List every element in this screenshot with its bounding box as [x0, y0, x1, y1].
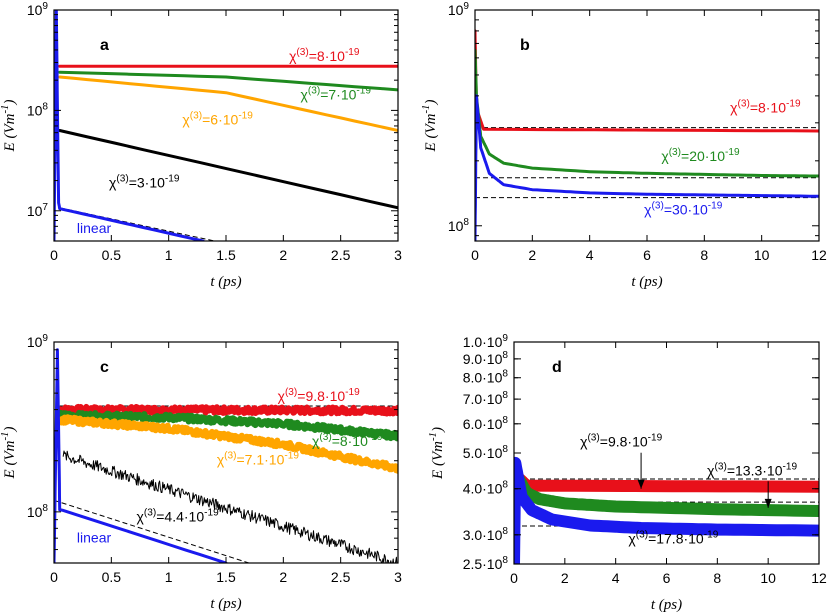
panel-c: 0 0.5 1 1.5 2 2.5 3 108 109 t (ps) E (Vm-1) c χ(3)=9… — [0, 333, 402, 612]
panel-a-x-tick-label: 0.5 — [102, 247, 122, 263]
panel-b-label: b — [520, 37, 530, 54]
panel-a-label: a — [100, 37, 109, 54]
panel-c-annotation-4: χ(3)=4.4·10-19 — [137, 507, 220, 524]
panel-d-x-tick-label: 2 — [561, 570, 569, 586]
panel-c-x-tick-label: 1.5 — [216, 569, 236, 585]
panel-d-label: d — [552, 359, 562, 376]
panel-d-x-tick-label: 6 — [663, 570, 671, 586]
panel-b: 0 2 4 6 8 10 12 108 109 t (ps) E (Vm-1) b χ(3)=8·10-… — [420, 1, 827, 290]
panel-c-x-tick-label: 0.5 — [102, 569, 122, 585]
panel-b-series-3 — [475, 94, 819, 241]
panel-a-x-axis-label: t (ps) — [210, 274, 241, 290]
panel-a-x-tick-label: 1 — [165, 247, 173, 263]
panel-c-annotation-1: χ(3)=9.8·10-19 — [278, 387, 361, 404]
panel-b-x-tick-label: 4 — [586, 247, 594, 263]
panel-d-x-axis-label: t (ps) — [651, 597, 682, 613]
panel-c-x-axis-label: t (ps) — [210, 596, 241, 612]
panel-a-x-tick-label: 3 — [394, 247, 402, 263]
panel-d-annotation-2: χ(3)=13.3·10-19 — [707, 461, 797, 478]
panel-a-series-2 — [58, 70, 398, 92]
panel-c-annotation-2: χ(3)=8·10-19 — [312, 432, 383, 449]
panel-b-x-tick-label: 10 — [754, 247, 770, 263]
panel-b-y-axis-label: E (Vm-1) — [420, 100, 439, 153]
panel-c-series-3 — [56, 414, 398, 474]
panel-c-label: c — [100, 359, 109, 376]
panel-a-series-3 — [58, 75, 398, 132]
panel-c-x-tick-label: 3 — [394, 569, 402, 585]
panel-d-y-tick-label: 5.0·108 — [463, 444, 509, 461]
panel-a-x-tick-label: 2.5 — [331, 247, 351, 263]
panel-a-y-tick-label: 107 — [27, 202, 49, 219]
panel-b-x-tick-label: 2 — [528, 247, 536, 263]
panel-b-x-axis-label: t (ps) — [631, 274, 662, 290]
panel-d-y-tick-label: 1.0·109 — [463, 333, 509, 350]
panel-d-y-tick-label: 7.0·108 — [463, 390, 509, 407]
panel-a-x-tick-label: 2 — [279, 247, 287, 263]
panel-a-y-tick-label: 109 — [27, 1, 49, 18]
panel-a-annotation-2: χ(3)=7·10-19 — [301, 86, 372, 103]
panel-d-x-tick-label: 4 — [612, 570, 620, 586]
panel-d-y-axis-label: E (Vm-1) — [427, 427, 446, 480]
panel-a-annotation-1: χ(3)=8·10-19 — [289, 47, 360, 64]
panel-d-series-3 — [514, 456, 819, 564]
panel-d-y-tick-label: 4.0·108 — [463, 480, 509, 497]
panel-c-y-axis-label: E (Vm-1) — [0, 427, 18, 480]
panel-d-arrow-head-icon — [637, 479, 645, 489]
panel-a-annotation-5: linear — [77, 220, 112, 236]
panel-d-y-tick-label: 3.0·108 — [463, 526, 509, 543]
panel-b-y-tick-label: 108 — [448, 217, 470, 234]
panel-d-arrow-head-icon — [764, 498, 772, 508]
panel-d-annotation-3: χ(3)=17.8·10-19 — [628, 530, 718, 547]
panel-d-y-tick-label: 6.0·108 — [463, 415, 509, 432]
panel-c-x-tick-label: 2.5 — [331, 569, 351, 585]
panel-c-series-5 — [54, 348, 228, 563]
panel-b-x-tick-label: 12 — [811, 247, 827, 263]
panel-a-series-5 — [54, 10, 205, 241]
panel-b-x-tick-label: 8 — [700, 247, 708, 263]
panel-a-annotation-3: χ(3)=6·10-19 — [182, 111, 253, 128]
panel-c-x-tick-label: 1 — [165, 569, 173, 585]
panel-b-annotation-2: χ(3)=20·10-19 — [661, 147, 740, 164]
panel-c-annotation-5: linear — [77, 530, 112, 546]
panel-c-reference-line-2 — [54, 499, 250, 563]
panel-c-series-2 — [56, 409, 398, 442]
panel-d-x-tick-label: 10 — [760, 570, 776, 586]
panel-a-series-4 — [58, 129, 398, 210]
panel-d: 0 2 4 6 8 10 12 2.5·108 3.0·108 4.0·108 5.0·108 6.0… — [427, 333, 827, 613]
panel-b-annotation-3: χ(3)=30·10-19 — [644, 200, 723, 217]
panel-d-x-tick-label: 8 — [713, 570, 721, 586]
panel-b-x-tick-label: 0 — [471, 247, 479, 263]
panel-c-y-tick-label: 109 — [27, 333, 49, 350]
panel-b-annotation-1: χ(3)=8·10-19 — [730, 98, 801, 115]
panel-d-annotation-1: χ(3)=9.8·10-19 — [580, 433, 663, 450]
panel-a-x-tick-label: 1.5 — [216, 247, 236, 263]
panel-b-y-tick-label: 109 — [448, 1, 470, 18]
panel-a-y-tick-label: 108 — [27, 101, 49, 118]
panel-d-x-tick-label: 0 — [510, 570, 518, 586]
panel-d-x-tick-label: 12 — [811, 570, 827, 586]
panel-c-series-1 — [56, 403, 398, 417]
panel-b-x-tick-label: 6 — [643, 247, 651, 263]
panel-c-x-tick-label: 2 — [279, 569, 287, 585]
panel-c-x-tick-label: 0 — [50, 569, 58, 585]
panel-a-y-axis-label: E (Vm-1) — [0, 100, 18, 153]
panel-c-y-tick-label: 108 — [27, 503, 49, 520]
panel-a-x-tick-label: 0 — [50, 247, 58, 263]
panel-d-y-tick-label: 2.5·108 — [463, 555, 509, 572]
panel-c-annotation-3: χ(3)=7.1·10-19 — [217, 451, 300, 468]
panel-a-annotation-4: χ(3)=3·10-19 — [109, 174, 180, 191]
panel-a: 0 0.5 1 1.5 2 2.5 3 107 108 109 t (ps) E (Vm-1) a χ(3… — [0, 1, 402, 290]
panel-d-y-tick-label: 9.0·108 — [463, 350, 509, 367]
panel-c-series-4 — [62, 450, 398, 563]
panel-d-y-tick-label: 8.0·108 — [463, 369, 509, 386]
